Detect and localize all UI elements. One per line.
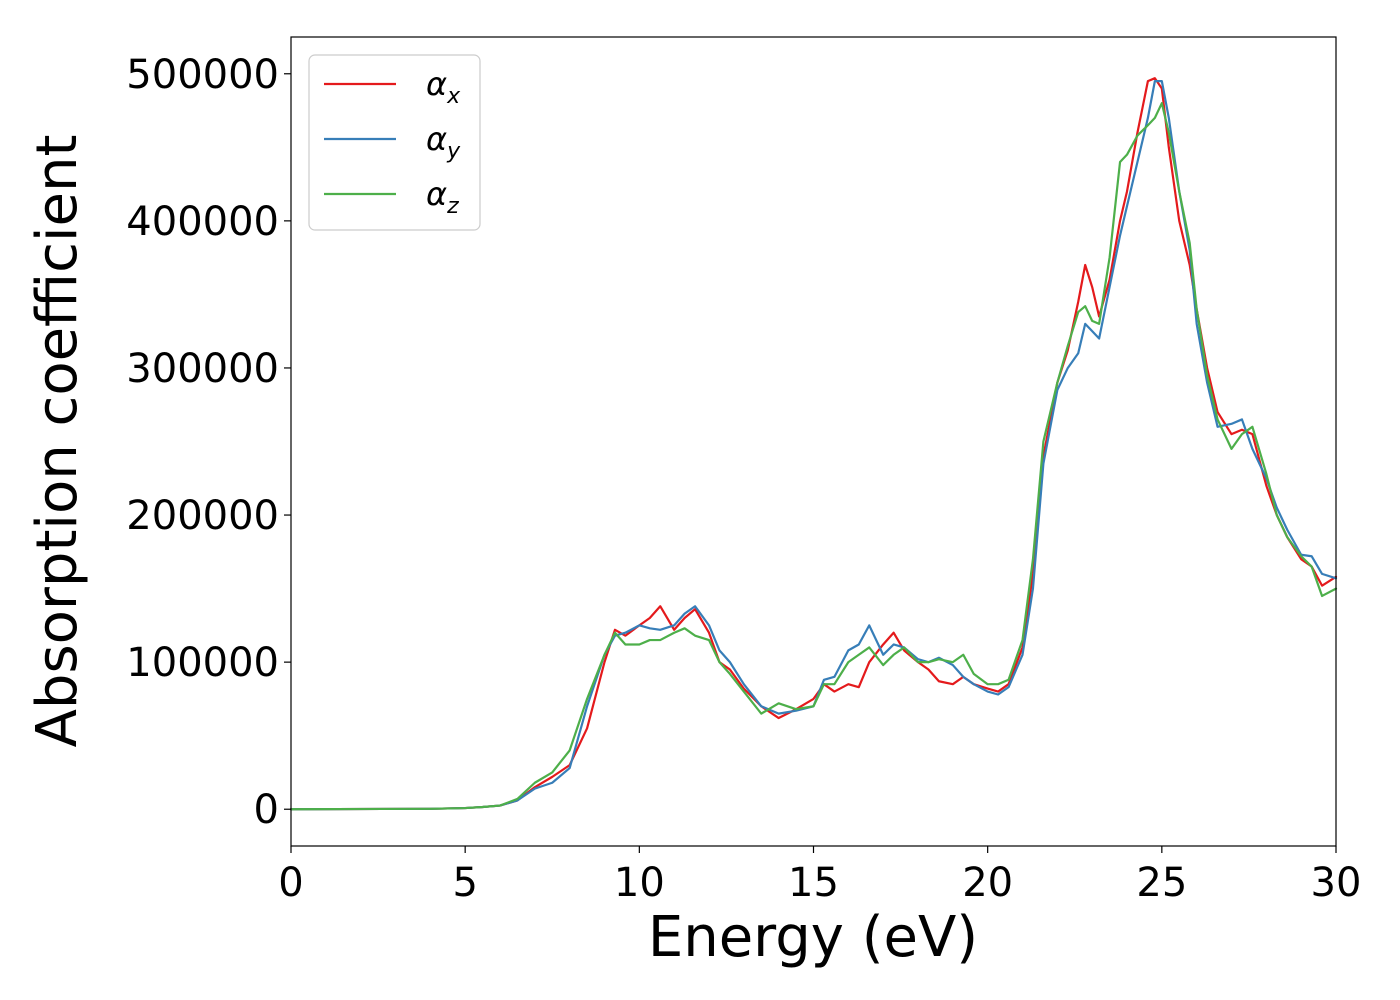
legend-symbol: α — [426, 65, 447, 103]
legend-label-z: αz — [426, 175, 459, 219]
y-tick-label: 200000 — [126, 493, 279, 539]
y-tick-label: 500000 — [126, 52, 279, 98]
series-layer — [289, 77, 1338, 811]
legend-subscript: z — [446, 194, 459, 219]
y-tick-label: 100000 — [126, 640, 279, 686]
legend-subscript: x — [446, 84, 461, 109]
legend-symbol: α — [426, 120, 447, 158]
legend-label-x: αx — [426, 65, 461, 109]
x-tick-label: 0 — [278, 860, 303, 906]
y-tick-label: 300000 — [126, 346, 279, 392]
x-tick-label: 15 — [788, 860, 839, 906]
x-tick-label: 30 — [1311, 860, 1362, 906]
legend-subscript: y — [446, 139, 461, 164]
x-tick-label: 5 — [452, 860, 477, 906]
x-axis-ticks: 0 5 10 15 20 25 30 — [278, 846, 1361, 906]
series-line-z — [289, 102, 1338, 811]
x-axis-label: Energy (eV) — [648, 905, 978, 970]
x-tick-label: 20 — [962, 860, 1013, 906]
x-tick-label: 10 — [614, 860, 665, 906]
y-axis-ticks: 0 100000 200000 300000 400000 500000 — [126, 52, 291, 833]
y-tick-label: 0 — [254, 787, 279, 833]
legend-label-y: αy — [426, 120, 461, 164]
y-tick-label: 400000 — [126, 199, 279, 245]
legend-symbol: α — [426, 175, 447, 213]
y-axis-label: Absorption coefficient — [25, 135, 90, 748]
x-tick-label: 25 — [1136, 860, 1187, 906]
legend-box — [308, 54, 481, 231]
